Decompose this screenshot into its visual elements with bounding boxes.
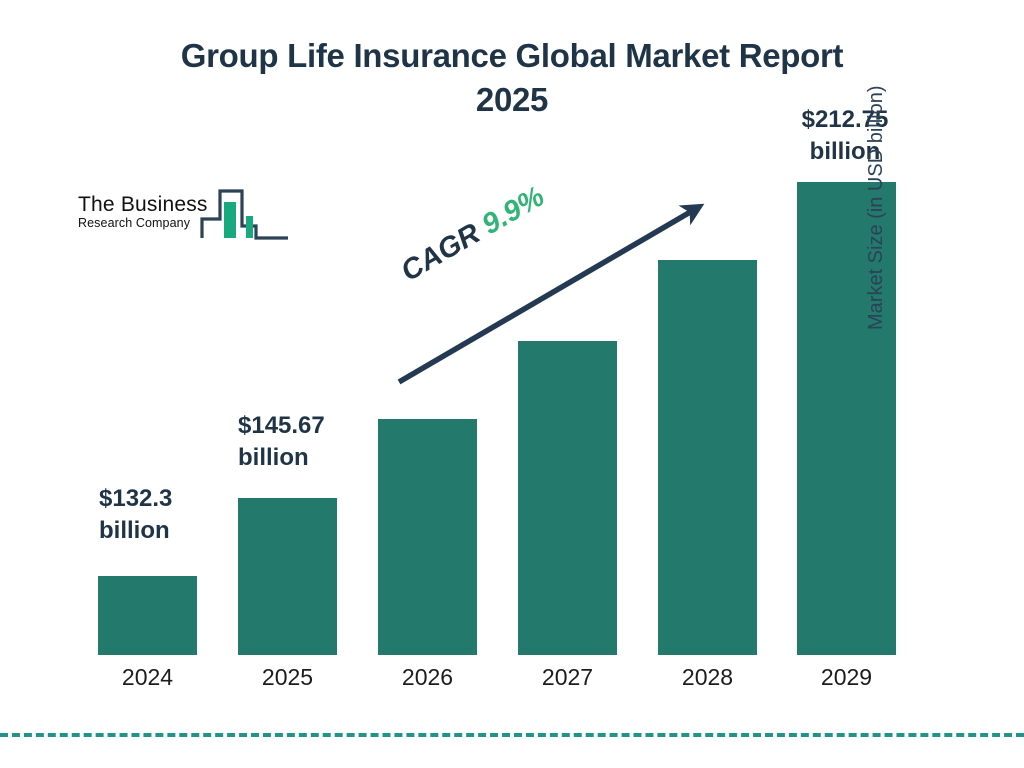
page-title-line-2: 2025 <box>475 80 549 118</box>
xtick-2024: 2024 <box>121 664 174 690</box>
value-label-2025-amount: $145.67 <box>238 412 325 439</box>
page-title: Group Life Insurance Global Market Repor… <box>92 34 932 121</box>
value-label-2029-amount: $212.75 <box>801 106 889 133</box>
company-logo-line-1: The Business <box>78 193 208 216</box>
xtick-2028: 2028 <box>681 664 734 690</box>
y-axis-title: Market Size (in USD billion) <box>865 85 887 330</box>
footer-divider <box>0 733 1024 737</box>
company-logo-text: The Business Research Company <box>78 193 208 231</box>
value-label-2029-unit: billion <box>809 137 881 165</box>
value-label-2024: $132.3 billion <box>99 483 219 547</box>
xtick-2029: 2029 <box>820 664 873 690</box>
bar-2025[interactable] <box>238 498 337 655</box>
cagr-label: CAGR <box>395 217 486 288</box>
bar-2024[interactable] <box>98 576 197 655</box>
value-label-2024-unit: billion <box>99 516 170 544</box>
company-logo-line-2: Research Company <box>78 216 191 230</box>
cagr-annotation: CAGR 9.9% <box>396 180 551 288</box>
value-label-2025-unit: billion <box>238 443 309 471</box>
bar-2027[interactable] <box>518 341 617 655</box>
bar-2026[interactable] <box>378 419 477 655</box>
xtick-2025: 2025 <box>261 664 314 690</box>
value-label-2024-amount: $132.3 <box>99 485 173 512</box>
value-label-2029: $212.75 billion <box>770 104 920 168</box>
page-title-line-1: Group Life Insurance Global Market Repor… <box>180 37 844 74</box>
company-logo: The Business Research Company <box>78 186 288 248</box>
bar-chart-logo-mark <box>200 189 288 240</box>
cagr-value: 9.9% <box>476 180 550 242</box>
bar-2028[interactable] <box>658 260 757 655</box>
bar-2029[interactable] <box>797 182 896 655</box>
xtick-2026: 2026 <box>401 664 454 690</box>
value-label-2025: $145.67 billion <box>238 410 368 474</box>
xtick-2027: 2027 <box>541 664 594 690</box>
